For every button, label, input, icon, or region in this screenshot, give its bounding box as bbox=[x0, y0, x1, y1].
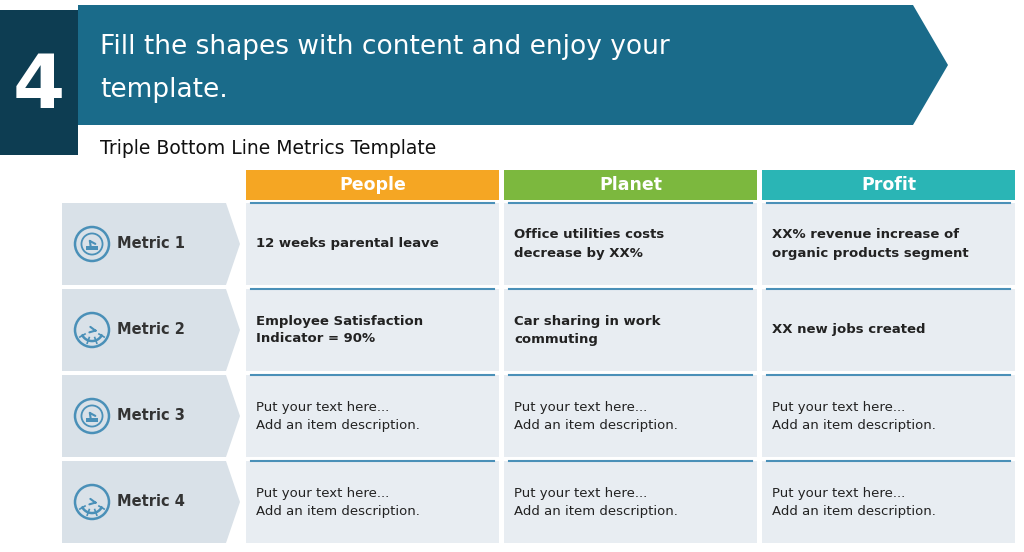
FancyBboxPatch shape bbox=[246, 375, 499, 457]
Polygon shape bbox=[62, 461, 240, 543]
Text: People: People bbox=[339, 176, 406, 194]
Polygon shape bbox=[62, 375, 240, 457]
Text: 4: 4 bbox=[13, 51, 66, 124]
Text: Metric 2: Metric 2 bbox=[117, 322, 185, 337]
Text: Car sharing in work
commuting: Car sharing in work commuting bbox=[514, 315, 660, 346]
Text: Put your text here...
Add an item description.: Put your text here... Add an item descri… bbox=[256, 401, 420, 432]
FancyBboxPatch shape bbox=[762, 289, 1015, 371]
FancyBboxPatch shape bbox=[762, 461, 1015, 543]
FancyBboxPatch shape bbox=[504, 375, 757, 457]
Polygon shape bbox=[62, 203, 240, 285]
Text: 12 weeks parental leave: 12 weeks parental leave bbox=[256, 237, 438, 251]
Polygon shape bbox=[78, 5, 948, 125]
FancyBboxPatch shape bbox=[762, 375, 1015, 457]
FancyBboxPatch shape bbox=[504, 203, 757, 285]
FancyBboxPatch shape bbox=[504, 289, 757, 371]
FancyBboxPatch shape bbox=[246, 461, 499, 543]
Text: Profit: Profit bbox=[861, 176, 916, 194]
FancyBboxPatch shape bbox=[504, 170, 757, 200]
Text: Planet: Planet bbox=[599, 176, 662, 194]
FancyBboxPatch shape bbox=[246, 289, 499, 371]
Text: Office utilities costs
decrease by XX%: Office utilities costs decrease by XX% bbox=[514, 229, 665, 259]
Polygon shape bbox=[62, 289, 240, 371]
Text: Put your text here...
Add an item description.: Put your text here... Add an item descri… bbox=[514, 401, 678, 432]
FancyBboxPatch shape bbox=[86, 418, 98, 422]
Text: Metric 4: Metric 4 bbox=[117, 495, 185, 509]
FancyBboxPatch shape bbox=[246, 170, 499, 200]
Polygon shape bbox=[0, 10, 78, 155]
Text: Triple Bottom Line Metrics Template: Triple Bottom Line Metrics Template bbox=[100, 139, 436, 157]
Text: Put your text here...
Add an item description.: Put your text here... Add an item descri… bbox=[772, 401, 936, 432]
Text: Employee Satisfaction
Indicator = 90%: Employee Satisfaction Indicator = 90% bbox=[256, 315, 423, 346]
Text: Put your text here...
Add an item description.: Put your text here... Add an item descri… bbox=[772, 486, 936, 518]
FancyBboxPatch shape bbox=[246, 203, 499, 285]
Text: Metric 3: Metric 3 bbox=[117, 408, 185, 423]
Text: Put your text here...
Add an item description.: Put your text here... Add an item descri… bbox=[256, 486, 420, 518]
Text: XX new jobs created: XX new jobs created bbox=[772, 323, 926, 337]
Text: template.: template. bbox=[100, 77, 227, 103]
Text: Fill the shapes with content and enjoy your: Fill the shapes with content and enjoy y… bbox=[100, 34, 670, 60]
Text: Put your text here...
Add an item description.: Put your text here... Add an item descri… bbox=[514, 486, 678, 518]
FancyBboxPatch shape bbox=[762, 203, 1015, 285]
Text: XX% revenue increase of
organic products segment: XX% revenue increase of organic products… bbox=[772, 229, 969, 259]
FancyBboxPatch shape bbox=[86, 246, 98, 251]
FancyBboxPatch shape bbox=[504, 461, 757, 543]
FancyBboxPatch shape bbox=[762, 170, 1015, 200]
Text: Metric 1: Metric 1 bbox=[117, 236, 185, 252]
